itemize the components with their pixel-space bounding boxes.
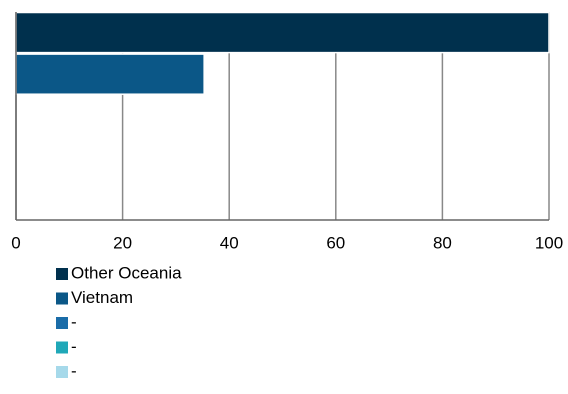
legend-swatch	[56, 317, 68, 329]
legend-swatch	[56, 366, 68, 378]
legend-label: Vietnam	[71, 288, 133, 307]
legend-swatch	[56, 341, 68, 354]
x-tick-label: 60	[326, 233, 345, 252]
x-tick-label: 0	[11, 233, 20, 252]
x-tick-label: 40	[220, 233, 239, 252]
legend-label: -	[71, 337, 77, 356]
x-tick-label: 100	[535, 233, 563, 252]
bar	[15, 11, 550, 54]
x-tick-label: 80	[433, 233, 452, 252]
legend-label: Other Oceania	[71, 263, 182, 282]
legend-swatch	[56, 268, 68, 280]
legend-label: -	[71, 312, 77, 331]
legend-label: -	[71, 361, 77, 380]
x-tick-label: 20	[113, 233, 132, 252]
bar	[15, 53, 205, 95]
legend-swatch	[56, 292, 68, 305]
